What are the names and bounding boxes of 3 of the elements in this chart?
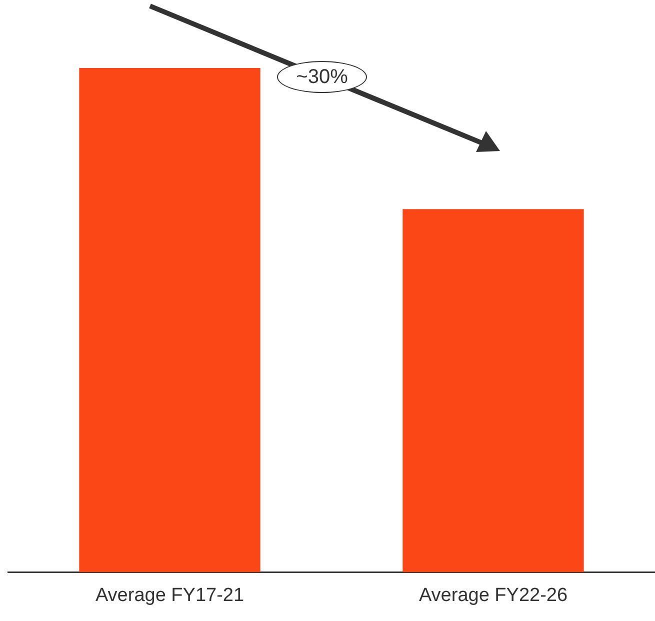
annotation: ~30% bbox=[277, 61, 367, 93]
x-tick-label: Average FY17-21 bbox=[95, 584, 244, 606]
x-tick-label: Average FY22-26 bbox=[418, 584, 568, 606]
